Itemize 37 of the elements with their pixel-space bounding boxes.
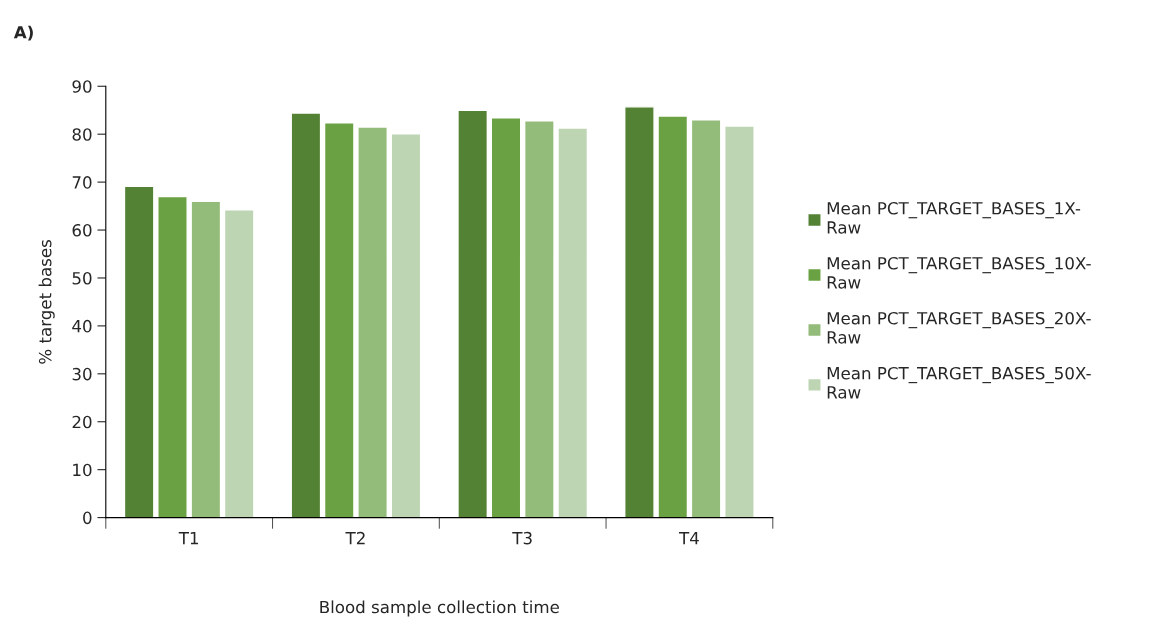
bar — [290, 112, 322, 518]
y-tick-label: 40 — [72, 319, 92, 333]
bar — [223, 209, 255, 518]
y-tick-label: 30 — [72, 367, 92, 381]
y-tick-label: 20 — [72, 415, 92, 429]
legend-label: Mean PCT_TARGET_BASES_20X-Raw — [827, 311, 1091, 344]
bar — [390, 133, 422, 518]
bar — [357, 126, 388, 518]
legend-label: Mean PCT_TARGET_BASES_10X-Raw — [827, 256, 1091, 289]
legend-label: Mean PCT_TARGET_BASES_50X-Raw — [827, 366, 1091, 399]
y-tick-label: 90 — [72, 80, 92, 93]
y-tick-label: 50 — [72, 271, 92, 285]
legend-label: Mean PCT_TARGET_BASES_1X-Raw — [827, 202, 1081, 234]
bar — [157, 195, 188, 518]
text: A) — [13, 25, 33, 41]
bar — [690, 119, 722, 518]
y-axis-title: % target bases — [38, 239, 55, 364]
y-tick-label: 70 — [72, 176, 92, 189]
bar — [490, 117, 522, 518]
y-tick-label: 60 — [72, 224, 92, 237]
x-tick-label: T4 — [678, 531, 699, 545]
bar — [657, 115, 689, 518]
y-tick-label: 10 — [73, 463, 92, 477]
bar — [457, 109, 489, 518]
bar — [323, 121, 355, 518]
bar — [523, 120, 555, 518]
x-axis-title: Blood sample collection time — [320, 600, 559, 617]
x-tick-label: T1 — [178, 531, 199, 545]
y-tick-label: 0 — [83, 511, 92, 525]
bar — [190, 200, 222, 518]
x-tick-label: T3 — [512, 531, 532, 545]
bar — [557, 127, 589, 518]
x-tick-label: T2 — [345, 531, 365, 545]
bar — [123, 185, 155, 518]
y-tick-label: 80 — [72, 128, 92, 141]
bar — [724, 125, 755, 518]
bar — [624, 106, 655, 518]
